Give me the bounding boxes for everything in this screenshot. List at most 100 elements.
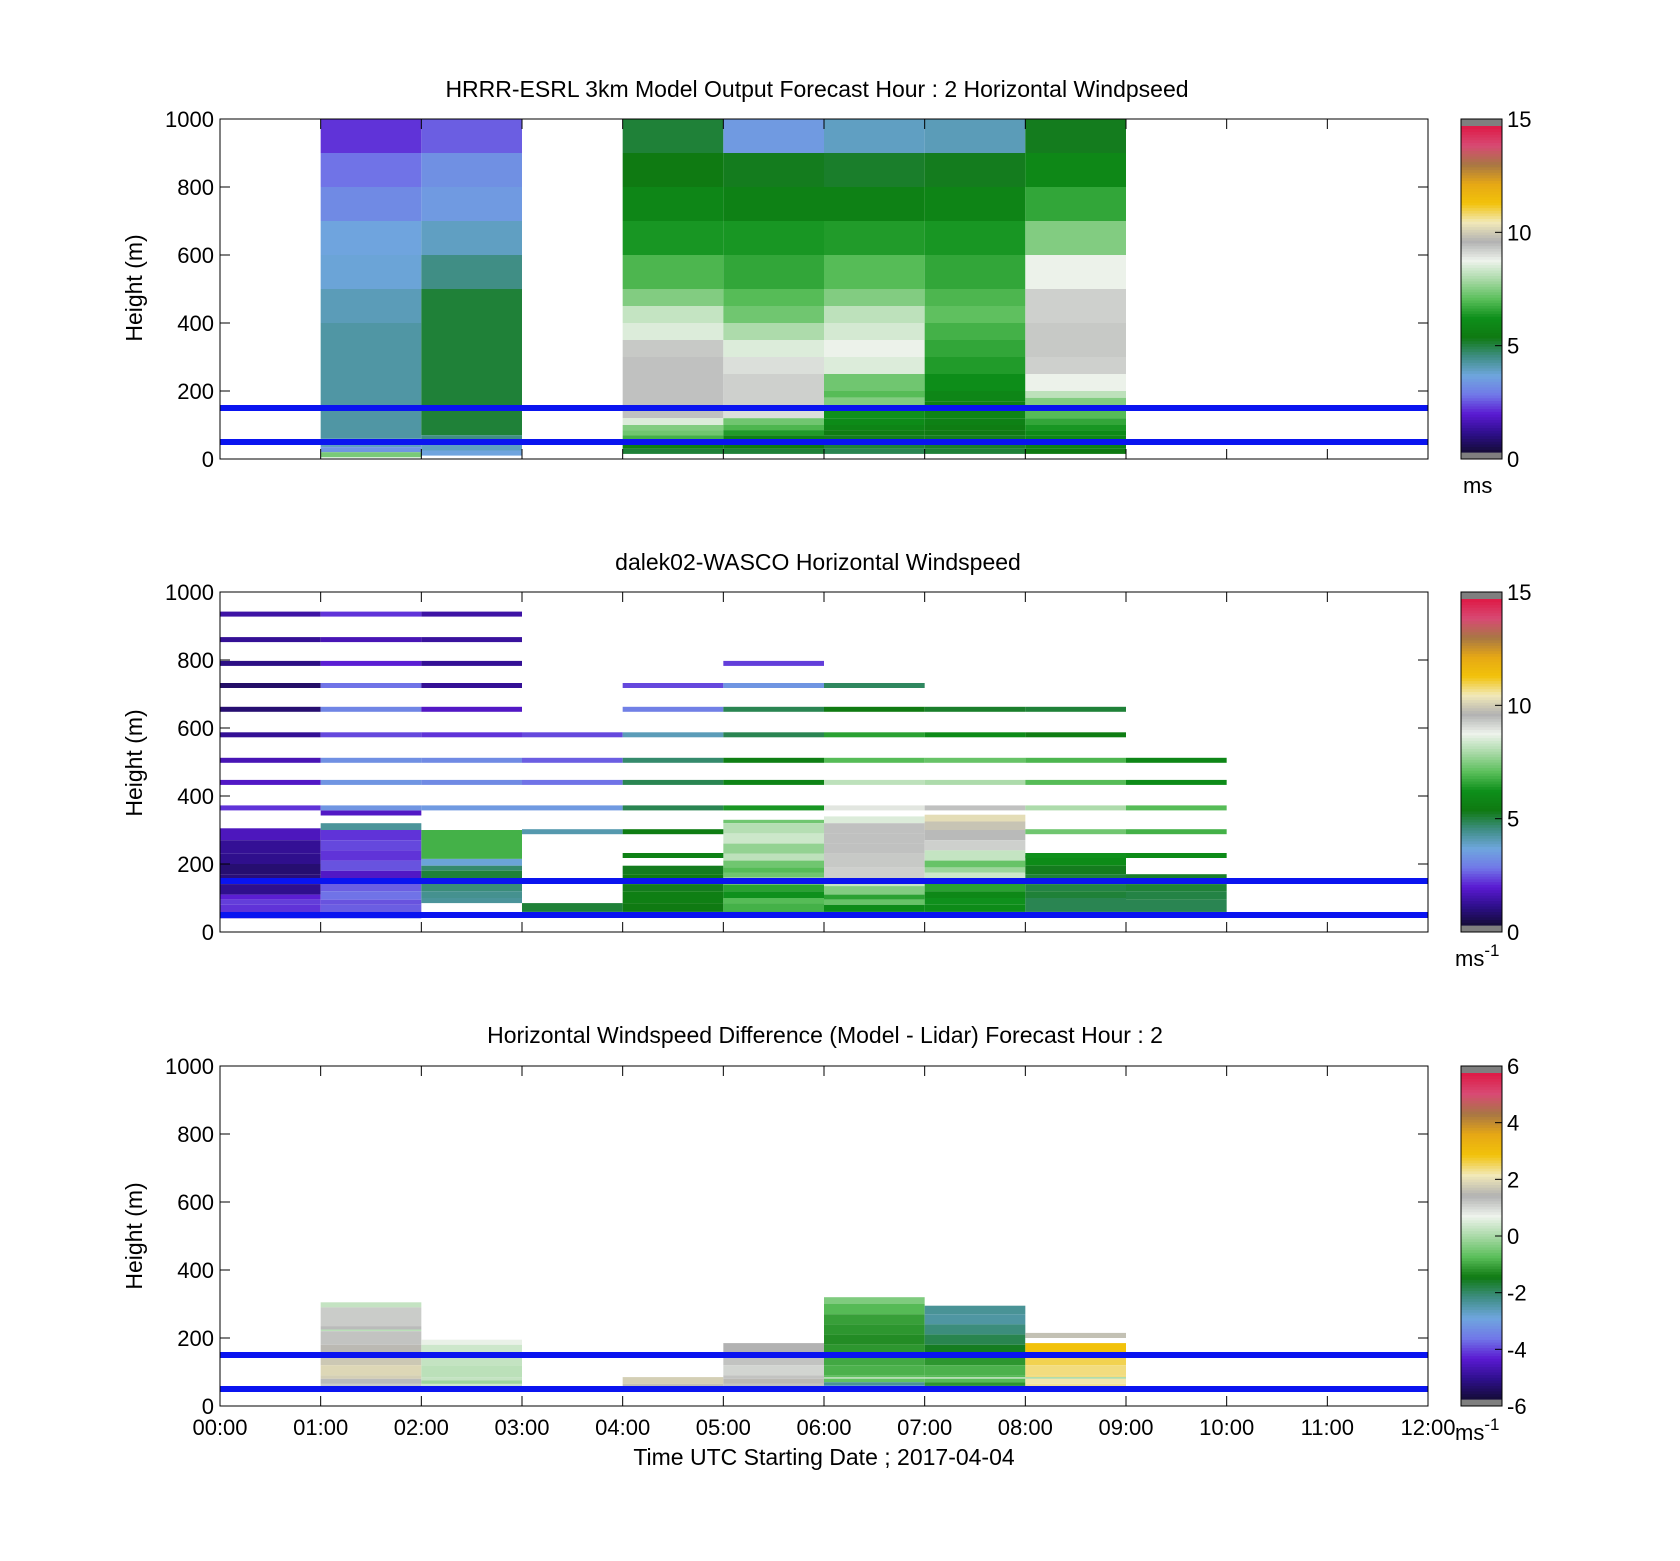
colorbar-tick-label: -6 — [1507, 1394, 1527, 1419]
colorbar-segment — [1461, 136, 1502, 141]
heatmap-cell — [824, 357, 925, 374]
heatmap-cell — [824, 119, 925, 153]
colorbar-segment — [1461, 783, 1502, 788]
heatmap-cell — [924, 860, 1026, 868]
heatmap-cell — [824, 255, 925, 289]
heatmap-cell — [320, 830, 422, 841]
heatmap-strip — [924, 805, 1026, 811]
colorbar-segment — [1461, 1192, 1502, 1196]
colorbar-segment — [1461, 1100, 1502, 1104]
heatmap-strip — [622, 853, 724, 858]
heatmap-cell — [924, 1344, 1026, 1355]
heatmap-cell — [824, 187, 925, 221]
colorbar-segment — [1461, 1189, 1502, 1194]
heatmap-cell — [220, 828, 321, 841]
heatmap-cell — [320, 1326, 422, 1330]
heatmap-strip — [824, 779, 925, 785]
heatmap-cell — [924, 418, 1026, 425]
colorbar-segment — [1461, 1162, 1502, 1166]
heatmap-cell — [1025, 855, 1126, 866]
colorbar-segment — [1461, 1113, 1502, 1118]
colorbar-segment — [1461, 308, 1502, 312]
colorbar-segment — [1461, 318, 1502, 323]
heatmap-strip — [1126, 853, 1227, 858]
panel-model-title: HRRR-ESRL 3km Model Output Forecast Hour… — [445, 76, 1188, 102]
heatmap-cell — [723, 448, 824, 454]
colorbar-segment — [1461, 1173, 1502, 1177]
heatmap-cell — [824, 823, 925, 834]
colorbar-cap-bottom — [1461, 925, 1502, 932]
heatmap-cell — [723, 891, 824, 898]
y-tick-label: 0 — [202, 447, 214, 472]
heatmap-cell — [723, 819, 824, 824]
heatmap-cell — [723, 867, 824, 873]
panel-lidar-reflines — [220, 878, 1428, 918]
colorbar-segment — [1461, 1222, 1502, 1226]
colorbar-segment — [1461, 185, 1502, 190]
heatmap-cell — [320, 823, 422, 830]
colorbar-unit: ms — [1463, 473, 1492, 498]
colorbar-segment — [1461, 1230, 1502, 1234]
heatmap-cell — [723, 1378, 824, 1384]
heatmap-cell — [924, 430, 1026, 436]
colorbar-segment — [1461, 397, 1502, 401]
colorbar-segment — [1461, 305, 1502, 309]
heatmap-strip — [723, 706, 824, 712]
colorbar-segment — [1461, 1146, 1502, 1150]
heatmap-cell — [1025, 374, 1126, 391]
colorbar-tick-label: 2 — [1507, 1167, 1519, 1192]
colorbar-cap-bottom — [1461, 1399, 1502, 1406]
heatmap-cell — [622, 891, 724, 898]
colorbar-segment — [1461, 196, 1502, 200]
colorbar-segment — [1461, 786, 1502, 790]
colorbar-segment — [1461, 373, 1502, 377]
colorbar-segment — [1461, 1369, 1502, 1373]
colorbar-segment — [1461, 351, 1502, 355]
colorbar-segment — [1461, 416, 1502, 420]
heatmap-cell — [421, 221, 522, 255]
colorbar-segment — [1461, 389, 1502, 393]
colorbar-segment — [1461, 805, 1502, 809]
y-tick-label: 600 — [177, 243, 214, 268]
heatmap-cell — [924, 221, 1026, 255]
heatmap-cell — [924, 840, 1026, 851]
colorbar-segment — [1461, 1274, 1502, 1278]
colorbar-segment — [1461, 234, 1502, 238]
panel-model-reflines — [220, 405, 1428, 445]
panel-difference-colorbar: -6 -4 -2 0 2 4 6 ms-1 — [1455, 1054, 1527, 1445]
heatmap-cell — [924, 830, 1026, 841]
x-tick-label: 07:00 — [897, 1415, 952, 1440]
colorbar-segment — [1461, 310, 1502, 315]
y-tick-label: 200 — [177, 1326, 214, 1351]
colorbar-segment — [1461, 1143, 1502, 1147]
heatmap-cell — [723, 323, 824, 340]
colorbar-segment — [1461, 1083, 1502, 1088]
colorbar-segment — [1461, 1078, 1502, 1082]
colorbar-tick-label: 0 — [1507, 920, 1519, 945]
heatmap-cell — [824, 833, 925, 844]
heatmap-cell — [723, 884, 824, 892]
colorbar-segment — [1461, 386, 1502, 391]
colorbar-segment — [1461, 280, 1502, 285]
heatmap-strip — [622, 829, 724, 835]
heatmap-cell — [421, 891, 522, 898]
heatmap-strip — [220, 660, 321, 666]
colorbar-segment — [1461, 316, 1502, 320]
colorbar-segment — [1461, 297, 1502, 301]
colorbar-segment — [1461, 1219, 1502, 1224]
heatmap-cell — [1025, 891, 1126, 898]
colorbar-segment — [1461, 1236, 1502, 1240]
heatmap-cell — [220, 864, 321, 875]
heatmap-cell — [421, 357, 522, 391]
colorbar-segment — [1461, 1135, 1502, 1139]
heatmap-cell — [824, 289, 925, 306]
heatmap-strip — [421, 732, 522, 738]
colorbar-segment — [1461, 764, 1502, 769]
colorbar-segment — [1461, 272, 1502, 277]
heatmap-cell — [622, 408, 724, 419]
colorbar-segment — [1461, 854, 1502, 858]
heatmap-cell — [320, 840, 422, 851]
colorbar-segment — [1461, 422, 1502, 426]
colorbar-segment — [1461, 1154, 1502, 1158]
heatmap-cell — [320, 187, 422, 221]
